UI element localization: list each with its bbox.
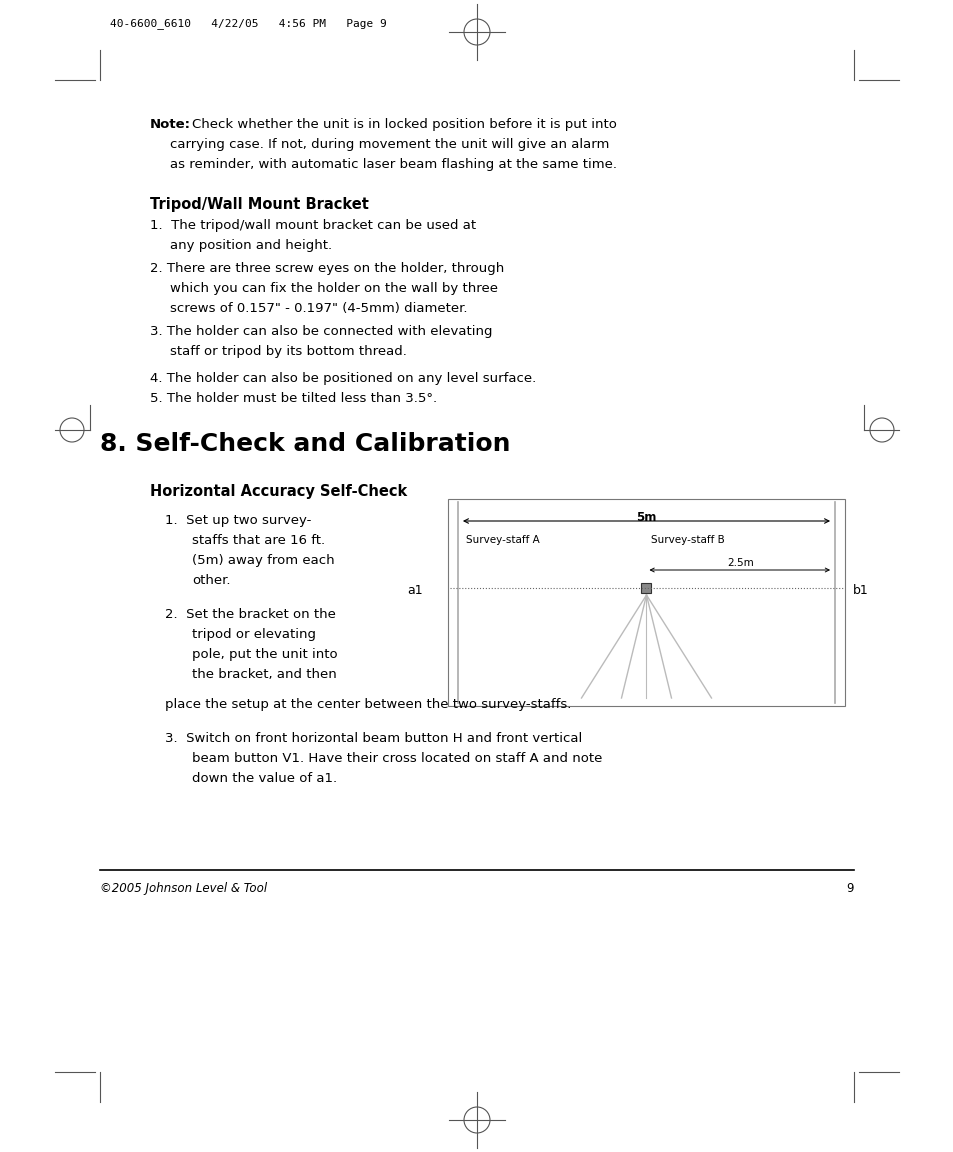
Text: down the value of a1.: down the value of a1. xyxy=(192,772,336,785)
Text: 40-6600_6610   4/22/05   4:56 PM   Page 9: 40-6600_6610 4/22/05 4:56 PM Page 9 xyxy=(110,18,386,29)
Text: a1: a1 xyxy=(407,584,422,597)
Text: b1: b1 xyxy=(852,584,868,597)
Text: 4. The holder can also be positioned on any level surface.: 4. The holder can also be positioned on … xyxy=(150,372,536,385)
Text: 2.5m: 2.5m xyxy=(726,558,753,568)
Text: place the setup at the center between the two survey-staffs.: place the setup at the center between th… xyxy=(165,698,571,711)
Text: screws of 0.157" - 0.197" (4-5mm) diameter.: screws of 0.157" - 0.197" (4-5mm) diamet… xyxy=(170,302,467,314)
Text: 3.  Switch on front horizontal beam button H and front vertical: 3. Switch on front horizontal beam butto… xyxy=(165,732,581,745)
Text: 3. The holder can also be connected with elevating: 3. The holder can also be connected with… xyxy=(150,325,492,338)
Text: 2. There are three screw eyes on the holder, through: 2. There are three screw eyes on the hol… xyxy=(150,262,504,275)
Text: which you can fix the holder on the wall by three: which you can fix the holder on the wall… xyxy=(170,282,497,295)
Text: the bracket, and then: the bracket, and then xyxy=(192,668,336,681)
Text: 8. Self-Check and Calibration: 8. Self-Check and Calibration xyxy=(100,432,510,456)
Text: (5m) away from each: (5m) away from each xyxy=(192,554,335,567)
Text: Survey-staff B: Survey-staff B xyxy=(651,535,724,545)
Text: tripod or elevating: tripod or elevating xyxy=(192,628,315,641)
Text: 1.  The tripod/wall mount bracket can be used at: 1. The tripod/wall mount bracket can be … xyxy=(150,219,476,232)
Bar xyxy=(448,499,844,706)
Text: any position and height.: any position and height. xyxy=(170,238,332,252)
Text: other.: other. xyxy=(192,574,231,588)
Text: 5m: 5m xyxy=(636,511,656,524)
Text: 2.  Set the bracket on the: 2. Set the bracket on the xyxy=(165,608,335,621)
Text: carrying case. If not, during movement the unit will give an alarm: carrying case. If not, during movement t… xyxy=(170,138,609,151)
Text: staffs that are 16 ft.: staffs that are 16 ft. xyxy=(192,535,325,547)
Text: Note:: Note: xyxy=(150,118,191,131)
Text: beam button V1. Have their cross located on staff A and note: beam button V1. Have their cross located… xyxy=(192,752,601,765)
Text: ©2005 Johnson Level & Tool: ©2005 Johnson Level & Tool xyxy=(100,882,267,895)
Bar xyxy=(640,583,651,593)
Text: as reminder, with automatic laser beam flashing at the same time.: as reminder, with automatic laser beam f… xyxy=(170,158,617,170)
Text: staff or tripod by its bottom thread.: staff or tripod by its bottom thread. xyxy=(170,344,406,358)
Text: Horizontal Accuracy Self-Check: Horizontal Accuracy Self-Check xyxy=(150,484,407,499)
Text: pole, put the unit into: pole, put the unit into xyxy=(192,647,337,661)
Text: Check whether the unit is in locked position before it is put into: Check whether the unit is in locked posi… xyxy=(192,118,617,131)
Text: 9: 9 xyxy=(845,882,853,895)
Text: 1.  Set up two survey-: 1. Set up two survey- xyxy=(165,514,311,526)
Text: Survey-staff A: Survey-staff A xyxy=(465,535,539,545)
Text: Tripod/Wall Mount Bracket: Tripod/Wall Mount Bracket xyxy=(150,197,369,212)
Text: 5. The holder must be tilted less than 3.5°.: 5. The holder must be tilted less than 3… xyxy=(150,392,436,406)
